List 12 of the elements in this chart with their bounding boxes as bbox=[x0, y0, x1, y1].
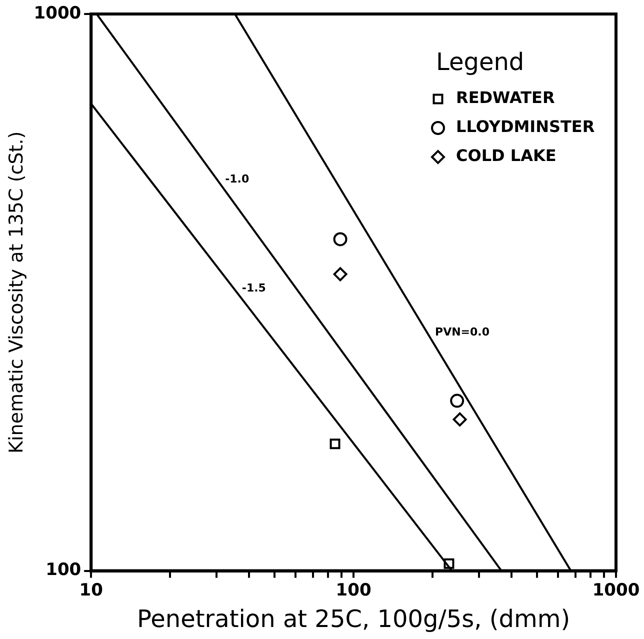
y-axis-title: Kinematic Viscosity at 135C (cSt.) bbox=[5, 131, 28, 454]
legend-label: COLD LAKE bbox=[456, 146, 556, 166]
legend-label: LLOYDMINSTER bbox=[456, 117, 595, 136]
x-tick-label: 1000 bbox=[592, 580, 640, 600]
annotation: -1.0 bbox=[225, 172, 250, 186]
legend-title: Legend bbox=[436, 48, 524, 76]
annotation: -1.5 bbox=[242, 282, 266, 295]
annotation: PVN=0.0 bbox=[435, 325, 490, 338]
x-tick-label: 100 bbox=[336, 580, 372, 600]
x-tick-label: 10 bbox=[79, 580, 104, 600]
x-axis-title: Penetration at 25C, 100g/5s, (dmm) bbox=[136, 604, 570, 633]
legend-label: REDWATER bbox=[456, 88, 555, 108]
